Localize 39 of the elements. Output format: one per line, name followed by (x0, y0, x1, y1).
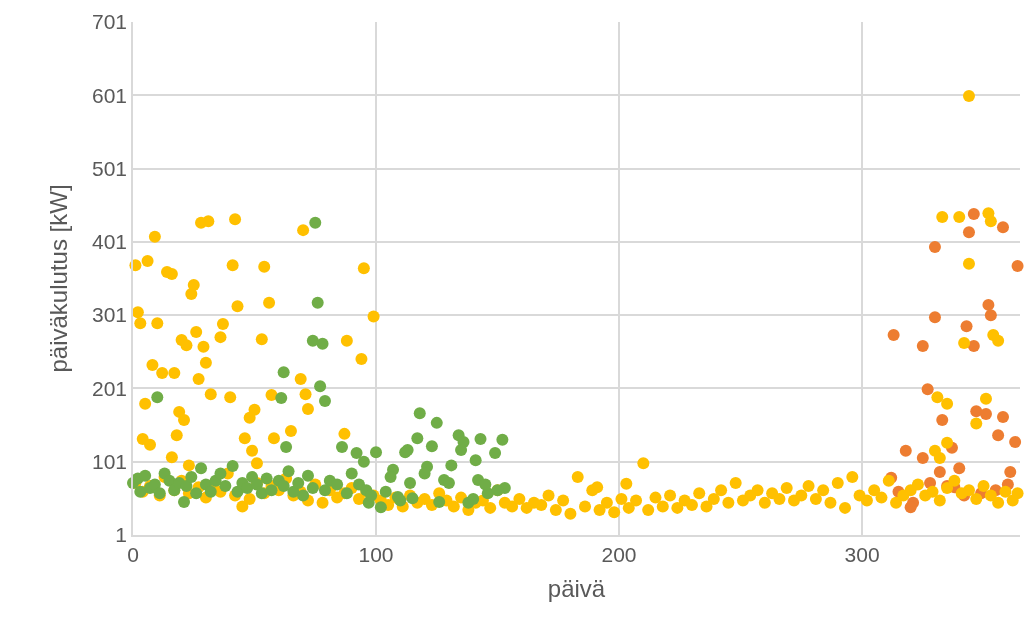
point (979, 408, 992, 421)
point (1011, 260, 1024, 273)
y-tick-label: 501 (92, 156, 128, 180)
point (887, 328, 900, 341)
y-tick-label: 301 (92, 303, 128, 327)
y-tick-label: 101 (92, 450, 128, 474)
y-axis-title: päiväkulutus [kW] (44, 184, 72, 373)
point (960, 320, 973, 333)
point (916, 339, 929, 352)
point (967, 339, 980, 352)
point (997, 221, 1009, 234)
x-axis-title: päivä (547, 574, 606, 602)
x-tick-label: 200 (601, 542, 637, 566)
x-tick-label: 100 (358, 542, 394, 566)
point (1009, 435, 1022, 448)
point (967, 208, 980, 220)
point (970, 405, 983, 418)
point (933, 465, 946, 478)
point (928, 311, 941, 324)
y-tick-label: 601 (92, 83, 128, 107)
point (899, 444, 912, 457)
point (1004, 465, 1017, 478)
y-tick-label: 401 (92, 230, 128, 254)
point (921, 383, 934, 396)
point (984, 309, 997, 322)
point (953, 462, 966, 475)
y-tick-label: 201 (92, 376, 128, 400)
y-tick-label: 1 (115, 523, 128, 547)
point (904, 501, 917, 514)
point (928, 240, 941, 253)
point (936, 413, 949, 426)
y-tick-label: 701 (92, 10, 128, 34)
x-tick-label: 0 (127, 542, 139, 566)
point (916, 452, 929, 465)
x-tick-label: 300 (844, 542, 880, 566)
point (992, 429, 1005, 442)
point (997, 411, 1009, 423)
point (982, 298, 995, 311)
point (962, 226, 975, 239)
